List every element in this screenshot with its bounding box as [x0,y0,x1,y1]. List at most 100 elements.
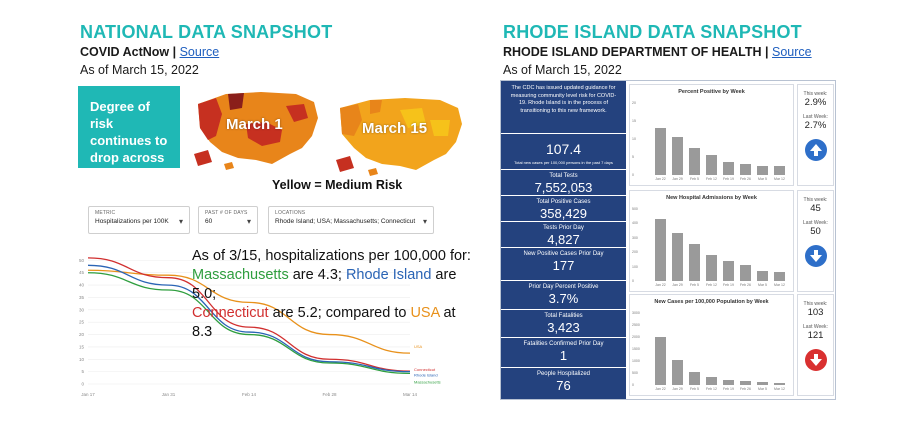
chevron-down-icon: ▾ [246,217,251,226]
caption-usa-value: at 8.3 [192,305,456,340]
series-line [87,272,411,375]
x-tick-label: Feb 26 [740,387,751,391]
y-tick-label: 20 [79,332,85,337]
trend-down-arrow-icon [804,349,827,371]
ri-stat-label: Total Tests [549,173,578,179]
x-tick-label: Feb 5 [690,177,699,181]
ri-source-link[interactable]: Source [772,45,812,59]
ri-stat-value: 4,827 [547,232,580,247]
bar [740,164,751,175]
bar [757,270,768,281]
ri-as-of: As of March 15, 2022 [503,63,622,77]
y-tick-label: 2000 [632,335,640,339]
this-week-label: This week: [803,91,828,97]
x-tick-label: Feb 19 [723,387,734,391]
locations-select-value: Rhode Island; USA; Massachusetts; Connec… [275,218,416,225]
x-tick-label: Feb 28 [322,392,337,397]
hospitalization-caption: As of 3/15, hospitalizations per 100,000… [192,247,474,342]
y-tick-label: 500 [632,207,638,211]
this-week-value: 2.9% [804,97,827,108]
x-tick-label: Mar 5 [758,283,767,287]
last-week-label: Last Week: [803,220,828,226]
days-select[interactable]: PAST # OF DAYS 60 ▾ [198,206,258,234]
chevron-down-icon: ▾ [178,217,183,226]
x-tick-label: Mar 5 [758,387,767,391]
metric-select-label: METRIC [95,210,116,216]
caption-ma: Massachusetts [192,267,289,283]
x-tick-label: Feb 12 [706,283,717,287]
ri-bar-chart-1: New Hospital Admissions by Week 0 100 200 30… [629,190,794,292]
bar [689,243,700,281]
last-week-label: Last Week: [803,324,828,330]
bar [655,128,666,175]
national-source-link[interactable]: Source [179,45,220,59]
x-tick-label: Feb 19 [723,283,734,287]
y-tick-label: 1000 [632,359,640,363]
y-tick-label: 100 [632,264,638,269]
y-tick-label: 40 [79,283,85,288]
x-tick-label: Feb 5 [690,387,699,391]
x-tick-label: Jan 22 [655,177,666,181]
last-week-value: 121 [807,330,824,341]
last-week-label: Last Week: [803,114,828,120]
bar [706,255,717,281]
x-tick-label: Mar 14 [403,392,418,397]
caption-line-3: Connecticut are 5.2; compared to USA at … [192,304,474,342]
national-source-line: COVID ActNow | Source [80,45,220,59]
y-tick-label: 2500 [632,323,640,327]
bar [774,272,785,281]
y-tick-label: 30 [79,307,85,312]
metric-select[interactable]: METRIC Hospitalizations per 100K ▾ [88,206,190,234]
ri-stat-cell: Prior Day Percent Positive 3.7% [501,280,626,309]
x-tick-label: Feb 14 [242,392,257,397]
ri-bar-chart-0: Percent Positive by Week 0 5 10 15 20 Jan 22 Ja… [629,84,794,186]
ri-headline-value: 107.4 [545,141,582,157]
bar [689,148,700,175]
x-tick-label: Feb 12 [706,177,717,181]
ri-stat-cell: People Hospitalized 76 [501,367,626,399]
source-org: COVID ActNow [80,45,170,59]
y-tick-label: 0 [632,279,634,283]
bar [706,155,717,175]
x-tick-label: Jan 31 [162,392,176,397]
ri-stat-value: 358,429 [540,206,587,221]
hospitalization-line-chart: 0 5 10 15 20 25 30 35 40 45 50 Jan 17 Jan 31 Feb 14 Fe… [79,257,441,397]
caption-ct: Connecticut [192,305,269,321]
bar [672,233,683,281]
ri-title: RHODE ISLAND DATA SNAPSHOT [503,22,802,42]
risk-callout: Degree of risk continues to drop across … [78,86,180,182]
ri-stat-label: Total Fatalities [544,313,583,319]
ri-stat-cell: Total Fatalities 3,423 [501,309,626,337]
ri-stat-label: Total Positive Cases [536,199,591,205]
ri-stat-label: New Positive Cases Prior Day [523,251,604,257]
trend-up-arrow-icon [804,139,827,161]
ri-stat-value: 3.7% [548,291,579,306]
x-tick-label: Mar 5 [758,177,767,181]
locations-select[interactable]: LOCATIONS Rhode Island; USA; Massachuset… [268,206,434,234]
y-tick-label: 0 [632,383,634,387]
x-tick-label: Jan 17 [81,392,95,397]
x-tick-label: Jan 22 [655,387,666,391]
y-tick-label: 400 [632,221,638,226]
map-legend-caption: Yellow = Medium Risk [272,178,403,192]
y-tick-label: 10 [632,137,636,141]
ri-source-line: RHODE ISLAND DEPARTMENT OF HEALTH | Sour… [503,45,812,59]
bar [757,166,768,175]
ri-stat-label: Prior Day Percent Positive [528,284,599,290]
ri-source-org: RHODE ISLAND DEPARTMENT OF HEALTH [503,45,762,59]
y-tick-label: 15 [79,344,85,349]
chevron-down-icon: ▾ [422,217,427,226]
y-tick-label: 3000 [632,311,640,315]
national-title: NATIONAL DATA SNAPSHOT [80,22,333,42]
y-tick-label: 0 [81,382,84,387]
trend-down-arrow-icon [804,245,827,267]
y-tick-label: 50 [79,258,85,263]
ri-stats-column: The CDC has issued updated guidance for … [501,81,626,399]
ri-stat-value: 76 [556,378,571,393]
bar [740,381,751,385]
metric-select-value: Hospitalizations per 100K [95,218,169,225]
bar [672,359,683,385]
ri-stat-cell: Total Tests 7,552,053 [501,169,626,195]
days-select-label: PAST # OF DAYS [205,210,248,216]
y-tick-label: 15 [632,119,636,123]
